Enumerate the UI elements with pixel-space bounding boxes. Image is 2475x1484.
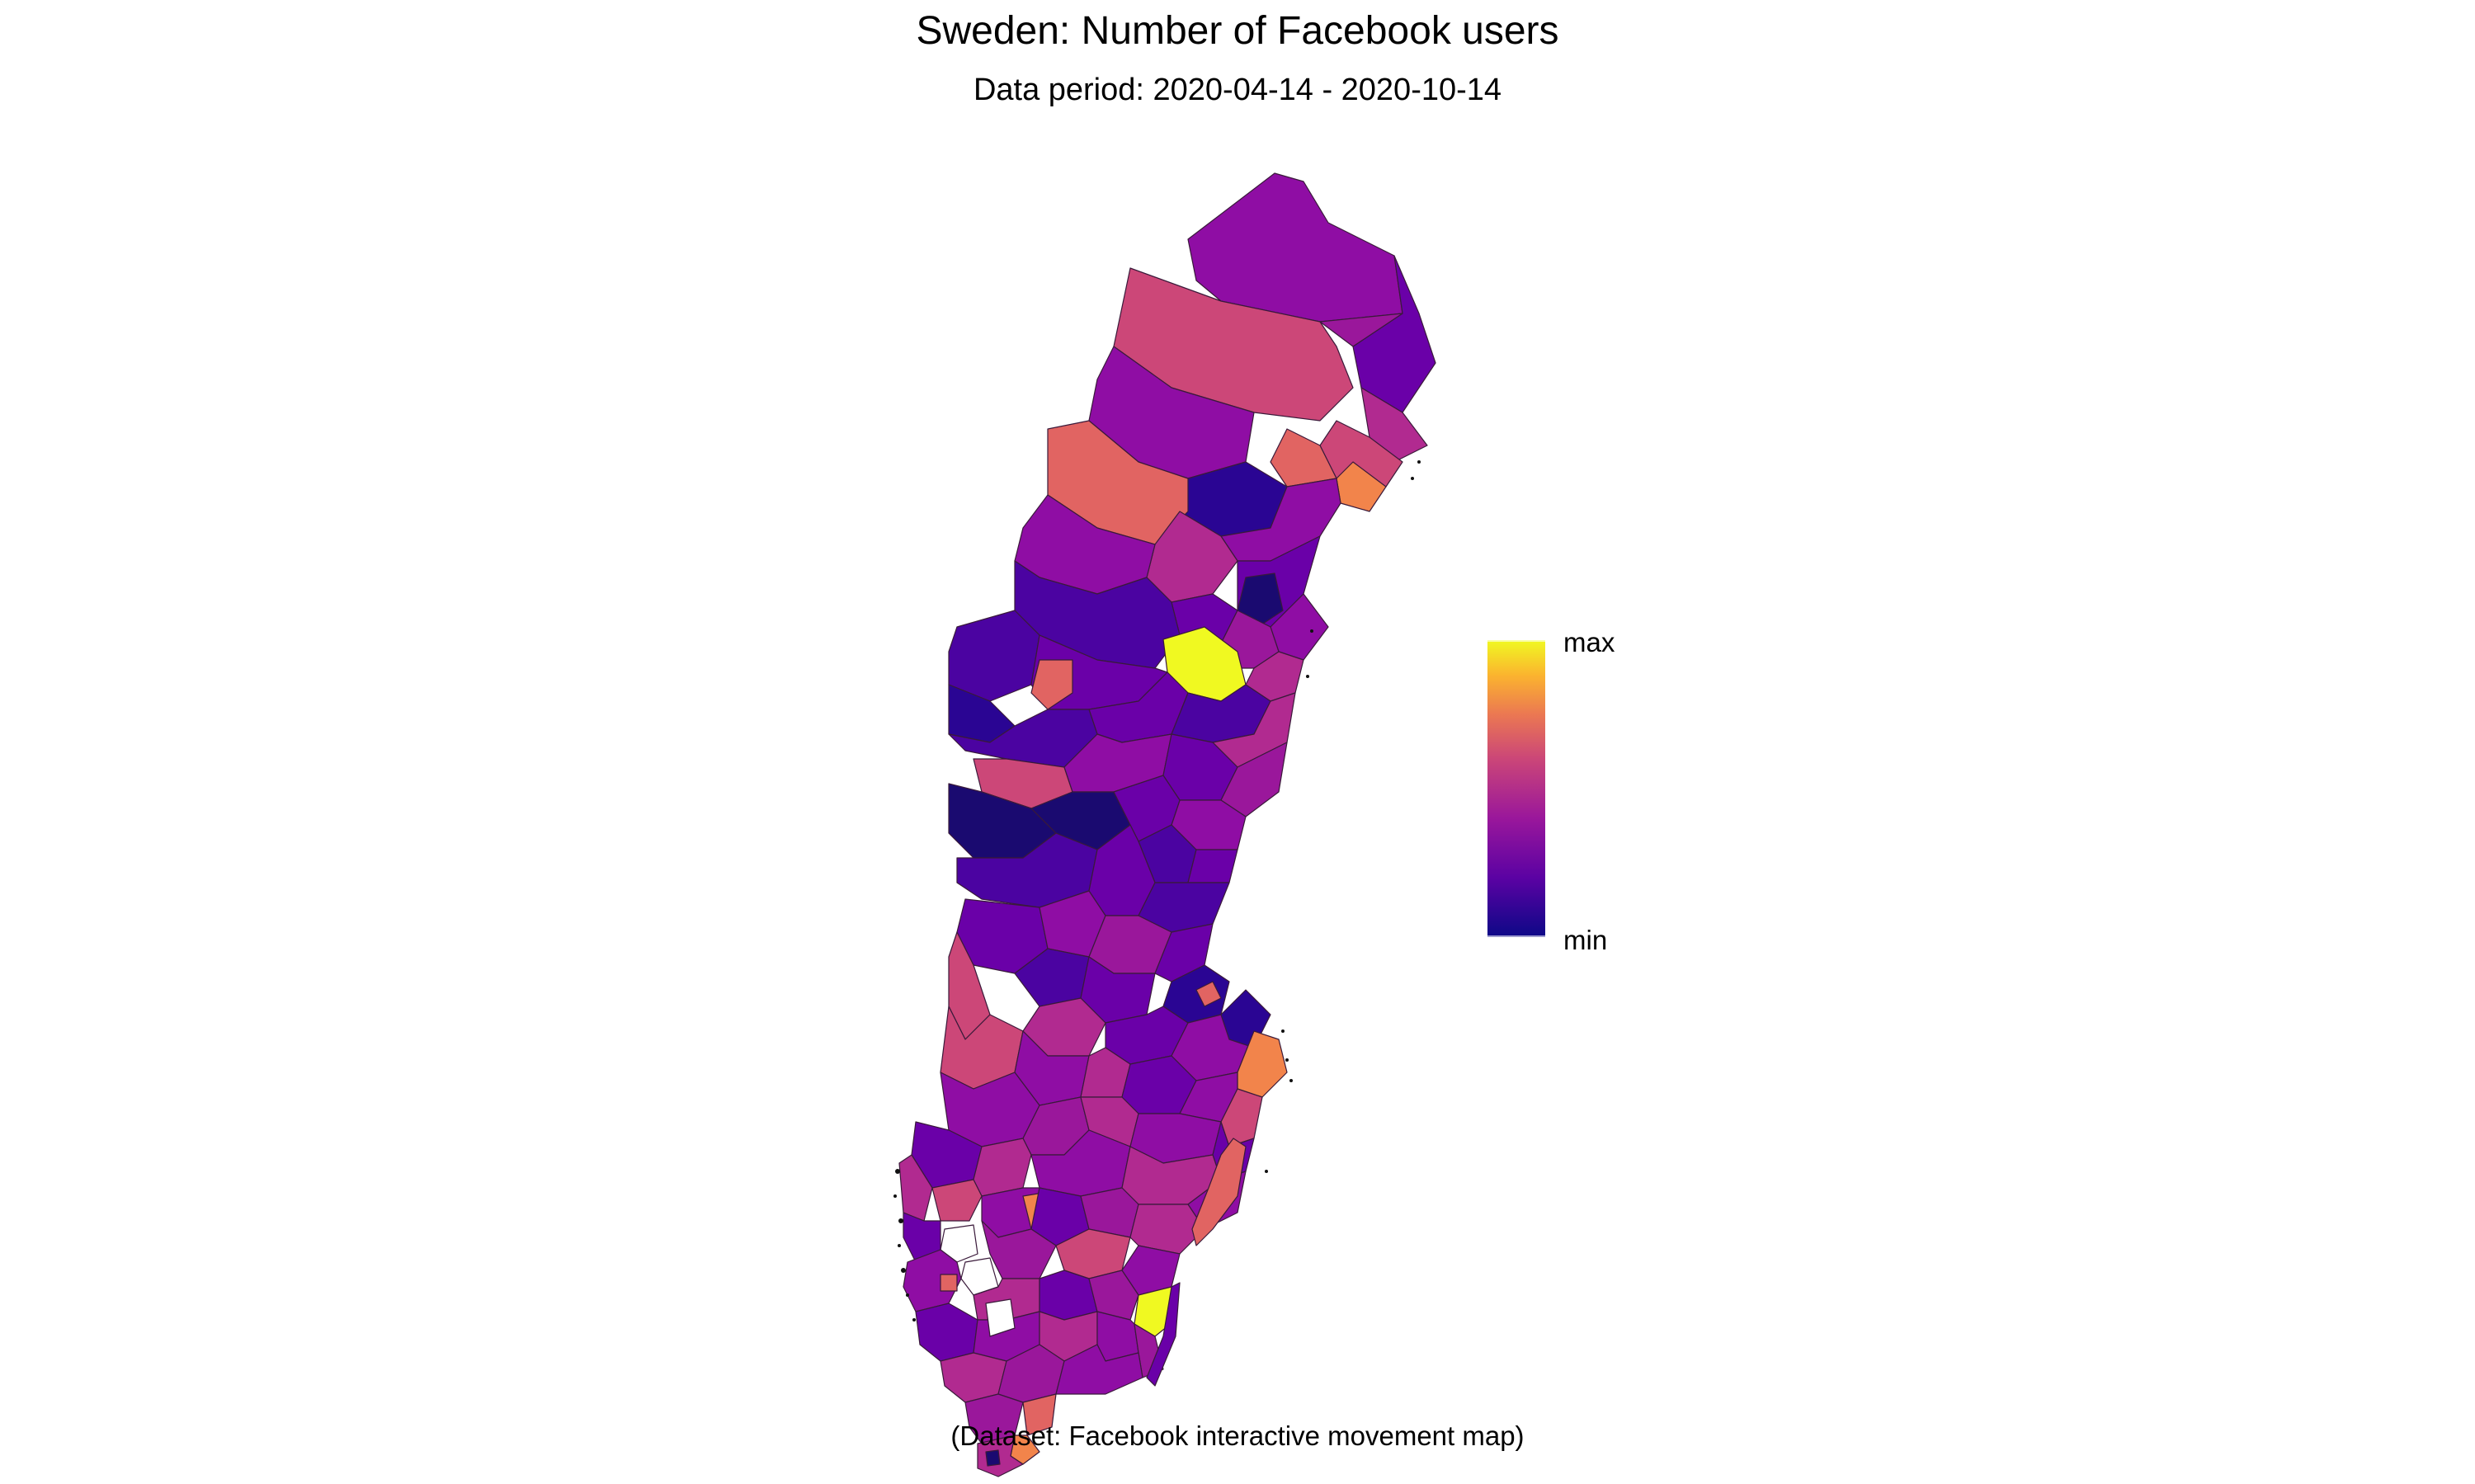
region-timra bbox=[1187, 849, 1238, 883]
region-gbg-orange bbox=[940, 1274, 958, 1292]
region-bodenarea bbox=[1270, 428, 1337, 488]
region-nodata-1 bbox=[940, 1224, 978, 1263]
region-north-east bbox=[1319, 313, 1403, 347]
region-kungsbacka bbox=[915, 1303, 978, 1362]
map-title: Sweden: Number of Facebook users bbox=[916, 9, 1559, 53]
region-gavle-orange bbox=[1195, 981, 1222, 1007]
legend-tick-min bbox=[1487, 935, 1545, 937]
region-oland bbox=[1146, 1282, 1181, 1387]
region-vaxjo-north bbox=[1088, 1270, 1139, 1321]
region-coast-orange bbox=[1336, 461, 1387, 512]
region-alingsas bbox=[981, 1220, 1057, 1279]
region-karlshamn bbox=[1055, 1344, 1143, 1395]
legend-tick-max bbox=[1487, 640, 1545, 642]
dataset-caption: (Dataset: Facebook interactive movement … bbox=[950, 1420, 1525, 1451]
region-skelleftea-dark bbox=[1237, 572, 1284, 628]
region-gotland bbox=[1191, 1138, 1247, 1246]
map-subtitle: Data period: 2020-04-14 - 2020-10-14 bbox=[973, 73, 1502, 107]
region-storuman-west bbox=[948, 610, 1040, 702]
region-kiruna-north bbox=[1187, 172, 1403, 323]
region-dalsland-orange bbox=[931, 1179, 983, 1222]
region-stromstad bbox=[898, 1154, 933, 1222]
region-kristianstad-orange bbox=[1022, 1393, 1057, 1436]
region-dorotea-orange bbox=[1030, 659, 1073, 710]
color-legend-bar bbox=[1487, 640, 1545, 937]
region-jamtland-north-dark bbox=[948, 709, 1098, 768]
legend-max-label: max bbox=[1563, 627, 1615, 657]
region-vaxjo bbox=[1096, 1311, 1139, 1362]
region-trelleborg-dark bbox=[985, 1449, 1001, 1467]
region-malmo bbox=[977, 1435, 1024, 1477]
region-nodata-3 bbox=[985, 1298, 1016, 1337]
legend-min-label: min bbox=[1563, 925, 1608, 955]
